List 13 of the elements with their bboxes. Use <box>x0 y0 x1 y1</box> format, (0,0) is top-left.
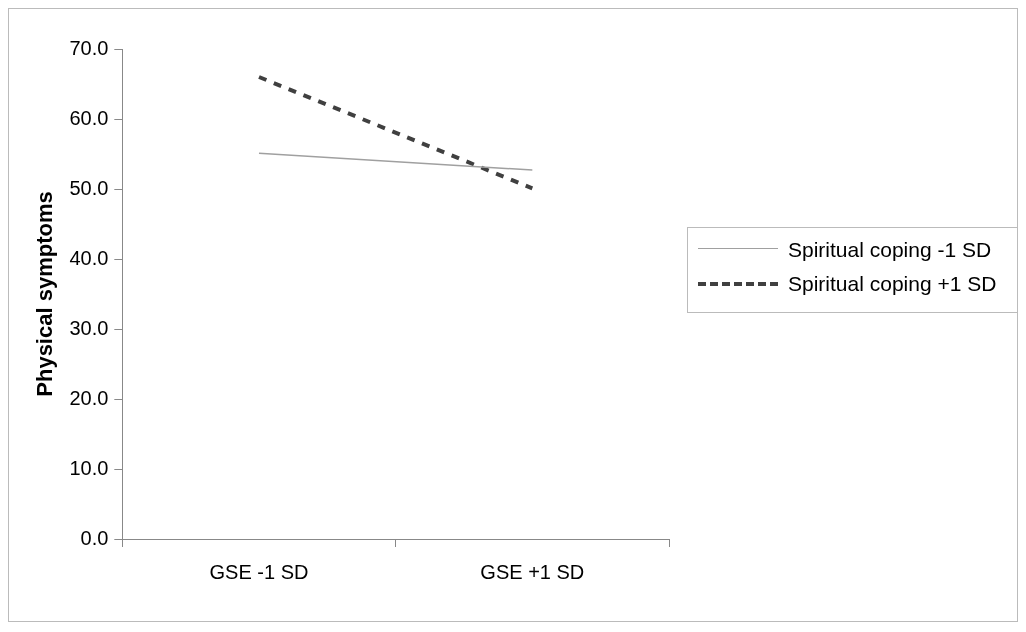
y-tick-label: 70.0 <box>69 36 109 59</box>
legend-label: Spiritual coping +1 SD <box>788 271 998 297</box>
y-tick-label: 30.0 <box>69 316 109 339</box>
y-tick-label: 10.0 <box>69 456 109 479</box>
y-axis-title: Physical symptoms <box>32 191 58 397</box>
y-tick-label: 50.0 <box>69 176 109 199</box>
y-tick-label: 40.0 <box>69 246 109 269</box>
y-tick-label: 0.0 <box>80 526 109 549</box>
y-tick-label: 60.0 <box>69 106 109 129</box>
y-tick-label: 20.0 <box>69 386 109 409</box>
legend-label: Spiritual coping -1 SD <box>788 237 993 263</box>
x-tick-label: GSE -1 SD <box>209 560 309 583</box>
x-tick-label: GSE +1 SD <box>480 560 585 583</box>
